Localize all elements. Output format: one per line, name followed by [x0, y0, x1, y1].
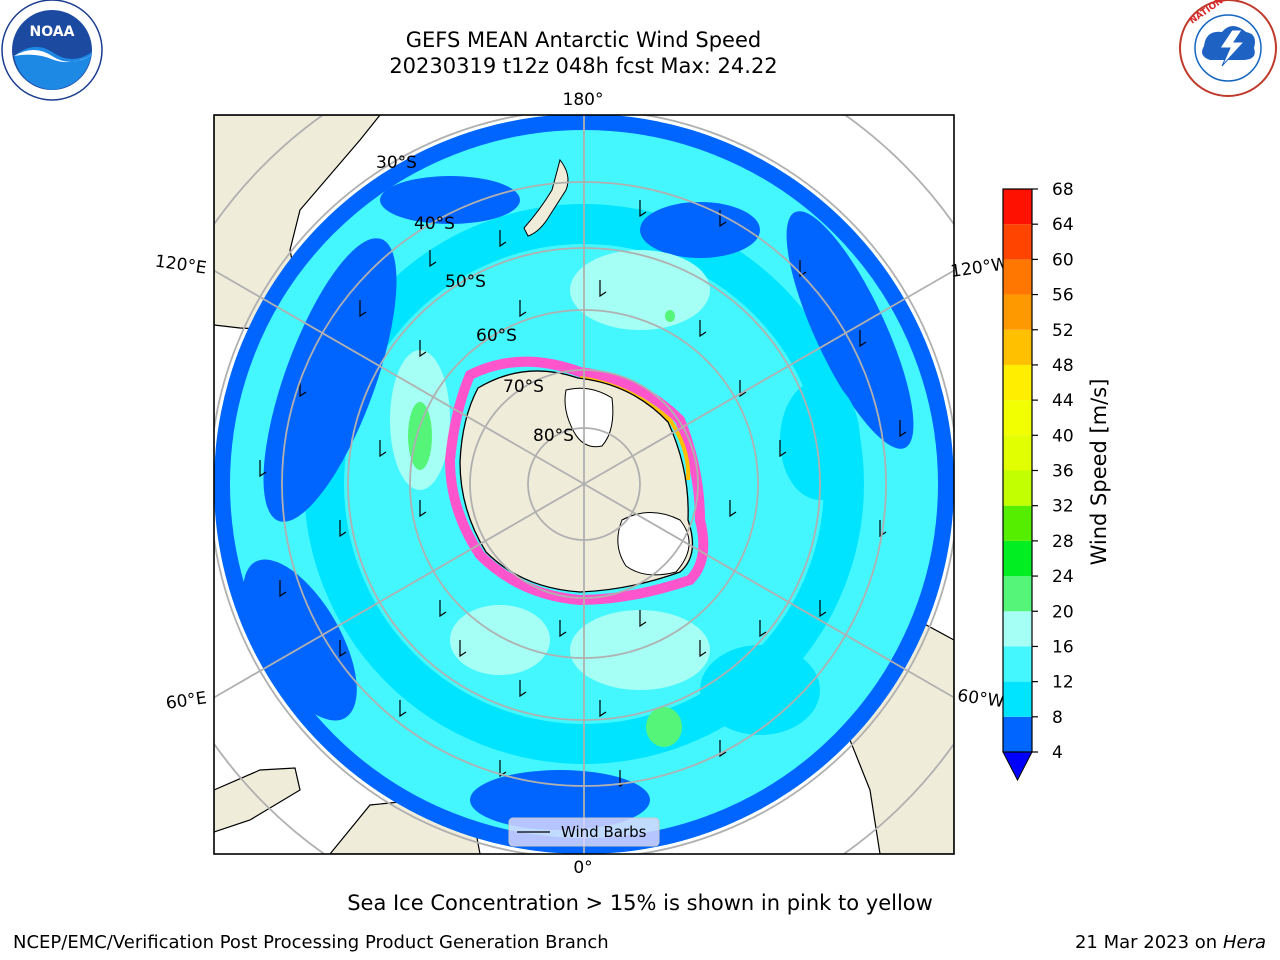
colorbar-bin-14 — [1003, 224, 1032, 260]
colorbar-bin-11 — [1003, 329, 1032, 365]
colorbar-tick-label-12: 52 — [1052, 321, 1074, 341]
colorbar-bin-2 — [1003, 646, 1032, 682]
colorbar-bin-15 — [1003, 189, 1032, 225]
footer-note: Sea Ice Concentration > 15% is shown in … — [347, 891, 933, 915]
footer-organization: NCEP/EMC/Verification Post Processing Pr… — [13, 932, 609, 953]
colorbar-tick-label-6: 28 — [1052, 532, 1074, 552]
lat-label-50s: 50°S — [445, 272, 486, 292]
colorbar-tick-label-7: 32 — [1052, 497, 1074, 517]
map-area: 30°S 40°S 50°S 60°S 70°S 80°S Wind Barbs — [214, 115, 954, 854]
lat-label-40s: 40°S — [414, 214, 455, 234]
lat-label-60s: 60°S — [476, 326, 517, 346]
lon-label-60e: 60°E — [165, 688, 208, 713]
lon-label-0: 0° — [573, 858, 592, 878]
colorbar-tick-label-5: 24 — [1052, 567, 1074, 587]
colorbar-tick-label-10: 44 — [1052, 391, 1074, 411]
colorbar-bin-5 — [1003, 540, 1032, 577]
colorbar-tick-label-4: 20 — [1052, 602, 1074, 622]
footer-host: Hera — [1222, 932, 1266, 953]
lat-label-30s: 30°S — [376, 153, 417, 173]
colorbar-bin-13 — [1003, 259, 1032, 295]
nws-logo-icon: NATIONAL WEATHER SERVICE — [1179, 0, 1280, 97]
colorbar-tick-label-16: 68 — [1052, 180, 1074, 200]
colorbar-tick-label-13: 56 — [1052, 286, 1074, 306]
colorbar-bin-4 — [1003, 576, 1032, 612]
colorbar-label: Wind Speed [m/s] — [1087, 379, 1111, 566]
colorbar-bin-8 — [1003, 435, 1032, 471]
noaa-logo-text: NOAA — [30, 24, 75, 40]
colorbar-bin-6 — [1003, 505, 1032, 541]
colorbar-bin-1 — [1003, 681, 1032, 717]
colorbar-tick-label-0: 4 — [1052, 743, 1063, 763]
map-frame — [213, 114, 955, 855]
graticule — [214, 115, 954, 854]
colorbar-tick-label-14: 60 — [1052, 250, 1074, 270]
chart-title: GEFS MEAN Antarctic Wind Speed — [405, 28, 762, 52]
colorbar-tick-label-1: 8 — [1052, 708, 1063, 728]
chart-subtitle: 20230319 t12z 048h fcst Max: 24.22 — [389, 54, 778, 78]
colorbar-bin-0 — [1003, 716, 1032, 752]
footer-date-text: 21 Mar 2023 on — [1074, 932, 1218, 953]
legend-label: Wind Barbs — [561, 823, 647, 841]
colorbar-tick-label-2: 12 — [1052, 673, 1074, 693]
colorbar-bin-12 — [1003, 294, 1032, 330]
colorbar-tick-label-3: 16 — [1052, 637, 1074, 657]
lon-label-120w: 120°W — [949, 254, 1009, 282]
colorbar-bin-10 — [1003, 364, 1032, 401]
lon-label-180: 180° — [563, 90, 604, 110]
colorbar-tick-label-11: 48 — [1052, 356, 1074, 376]
colorbar-bin-9 — [1003, 400, 1032, 436]
lon-label-120e: 120°E — [154, 252, 208, 279]
colorbar-tick-label-8: 36 — [1052, 462, 1074, 482]
colorbar-tick-label-9: 40 — [1052, 426, 1074, 446]
lat-label-80s: 80°S — [533, 426, 574, 446]
map-legend: Wind Barbs — [508, 817, 660, 847]
colorbar-bin-7 — [1003, 470, 1032, 506]
lat-label-70s: 70°S — [503, 377, 544, 397]
noaa-logo-icon: NOAA — [1, 0, 103, 101]
colorbar-tick-label-15: 64 — [1052, 215, 1074, 235]
colorbar-bin-3 — [1003, 611, 1032, 647]
lon-label-60w: 60°W — [956, 686, 1005, 712]
footer-date: 21 Mar 2023 on Hera — [1075, 932, 1266, 953]
wind-barbs — [259, 200, 907, 788]
